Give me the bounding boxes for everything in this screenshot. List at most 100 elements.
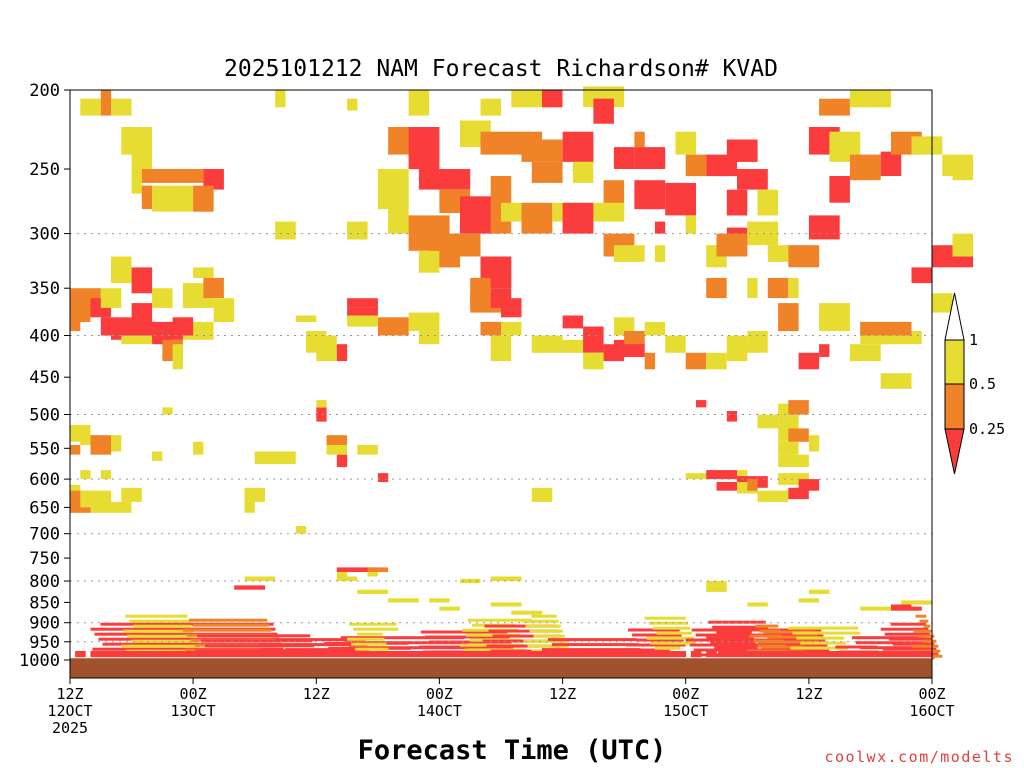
ri-band-row (915, 614, 927, 618)
ri-band-row (790, 646, 849, 650)
ri-cell (849, 90, 871, 108)
y-tick-label: 500 (29, 406, 60, 426)
ri-surface-cell (583, 651, 589, 660)
ri-surface-cell (526, 651, 533, 660)
ri-cell (562, 315, 584, 329)
ri-cell (131, 169, 142, 194)
ri-cell (654, 221, 666, 234)
ri-surface-cell (295, 651, 302, 660)
ri-surface-cell (619, 651, 625, 660)
ri-surface-cell (495, 651, 502, 660)
ri-surface-cell (855, 651, 861, 660)
ri-cell (367, 572, 378, 577)
ri-surface-cell (665, 651, 671, 660)
ri-surface-cell (234, 651, 240, 660)
ri-surface-cell (280, 651, 286, 660)
ri-cell (275, 90, 286, 108)
ri-cell (80, 98, 101, 116)
ri-cell (131, 147, 153, 169)
ri-surface-cell (557, 651, 563, 660)
ri-band-row (285, 648, 370, 652)
ri-cell (152, 451, 163, 461)
ri-cell (172, 344, 183, 370)
ri-surface-cell (731, 651, 738, 660)
ri-cell (624, 331, 645, 345)
ri-cell (418, 169, 471, 190)
ri-surface-cell (465, 651, 471, 660)
ri-surface-cell (578, 651, 584, 660)
ri-cell (757, 189, 778, 216)
ri-surface-cell (167, 651, 173, 660)
ri-surface-cell (306, 651, 312, 660)
ri-surface-cell (439, 651, 445, 660)
ri-cell (798, 479, 820, 491)
ri-band-row (890, 622, 927, 626)
ri-cell (316, 400, 327, 408)
ri-cell (347, 298, 378, 308)
ri-cell (90, 501, 132, 513)
x-tick-label: 00Z (672, 685, 699, 703)
ri-cell (336, 572, 348, 577)
ri-surface-cell (916, 651, 922, 660)
ri-surface-cell (778, 651, 784, 660)
ri-band-row (650, 641, 696, 645)
ri-cell (716, 233, 748, 257)
ri-surface-cell (747, 651, 753, 660)
ri-band-row (632, 633, 682, 637)
ri-cell (408, 90, 430, 116)
ri-cell (111, 435, 122, 452)
ri-cell (193, 267, 214, 278)
ri-surface-cell (757, 651, 763, 660)
ri-cell (121, 487, 142, 502)
ri-surface-cell (223, 651, 230, 660)
ri-cell (952, 154, 973, 181)
ri-cell (439, 606, 460, 611)
ri-surface-cell (213, 651, 220, 660)
ri-band-row (531, 614, 557, 618)
ri-surface-cell (383, 651, 389, 660)
ri-band-row (552, 643, 639, 647)
ri-surface-cell (603, 651, 609, 660)
ri-cell (295, 315, 317, 322)
ri-cell (706, 277, 727, 299)
ri-cell (521, 139, 563, 162)
ri-band-row (492, 634, 561, 638)
ri-surface-cell (362, 651, 368, 660)
ri-surface-cell (803, 651, 810, 660)
ri-surface-cell (121, 651, 127, 660)
ri-surface-cell (742, 651, 748, 660)
ri-cell (244, 501, 255, 513)
ri-cell (849, 154, 881, 181)
ri-band-row (355, 647, 389, 651)
ri-surface-cell (95, 651, 102, 660)
ri-cell (275, 221, 296, 240)
ri-cell (634, 180, 666, 210)
ri-cell (100, 470, 112, 480)
ri-surface-cell (218, 651, 225, 660)
x-axis-label: Forecast Time (UTC) (358, 735, 667, 766)
ri-cell (152, 288, 173, 308)
ri-cell (634, 147, 666, 169)
ri-cell (860, 606, 891, 611)
ri-band-row (418, 645, 514, 649)
ri-surface-cell (911, 651, 917, 660)
ri-cell (152, 185, 194, 212)
ri-surface-cell (885, 651, 892, 660)
ri-surface-cell (798, 651, 804, 660)
ri-cell (531, 487, 553, 502)
ri-surface-cell (772, 651, 779, 660)
ri-band-row (349, 622, 397, 626)
ri-cell (870, 90, 891, 108)
ri-surface-cell (377, 651, 384, 660)
ri-cell (193, 441, 204, 455)
ri-surface-cell (696, 651, 702, 660)
y-tick-label: 700 (29, 525, 60, 545)
ri-cell (295, 526, 307, 534)
ri-surface-cell (660, 651, 666, 660)
ri-cell (418, 250, 440, 273)
ri-cell (778, 454, 809, 468)
ri-cell (767, 277, 789, 299)
ri-cell (613, 147, 635, 169)
ri-surface-cell (480, 651, 486, 660)
ri-cell (326, 445, 347, 455)
